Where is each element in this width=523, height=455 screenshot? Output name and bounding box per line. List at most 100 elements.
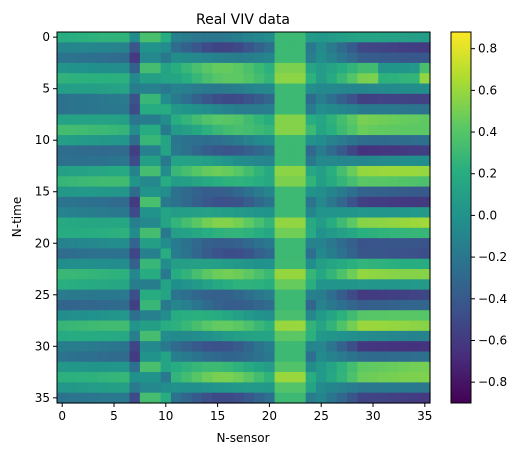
- heatmap-cell: [357, 320, 369, 332]
- heatmap-cell: [409, 186, 421, 198]
- heatmap-cell: [77, 351, 89, 363]
- heatmap-cell: [274, 392, 286, 404]
- heatmap-cell: [388, 299, 400, 311]
- heatmap-cell: [388, 238, 400, 250]
- heatmap-cell: [253, 155, 265, 167]
- heatmap-cell: [274, 372, 286, 383]
- heatmap-cell: [88, 104, 100, 116]
- heatmap-cell: [388, 73, 400, 85]
- heatmap-cell: [233, 93, 245, 105]
- heatmap-cell: [264, 382, 276, 394]
- heatmap-cell: [160, 372, 172, 383]
- heatmap-cell: [305, 83, 317, 95]
- heatmap-cell: [119, 83, 131, 95]
- heatmap-cell: [57, 124, 68, 136]
- heatmap-cell: [77, 42, 89, 54]
- heatmap-cell: [98, 124, 110, 136]
- heatmap-cell: [419, 186, 431, 198]
- heatmap-cell: [191, 330, 203, 342]
- heatmap-cell: [160, 32, 172, 43]
- heatmap-cell: [98, 227, 110, 239]
- heatmap-cell: [88, 42, 100, 54]
- heatmap-cell: [274, 165, 286, 177]
- heatmap-cell: [305, 269, 317, 280]
- heatmap-cell: [170, 310, 182, 322]
- heatmap-cell: [77, 320, 89, 332]
- heatmap-cell: [347, 104, 359, 116]
- heatmap-cell: [77, 176, 89, 188]
- heatmap-cell: [212, 124, 224, 136]
- heatmap-cell: [378, 341, 390, 353]
- heatmap-cell: [139, 341, 151, 353]
- heatmap-cell: [170, 83, 182, 95]
- heatmap-cell: [274, 310, 286, 322]
- heatmap-cell: [67, 104, 79, 116]
- heatmap-cell: [243, 186, 255, 198]
- heatmap-cell: [305, 165, 317, 177]
- y-tick-label: 10: [35, 133, 50, 147]
- heatmap-cell: [243, 310, 255, 322]
- heatmap-cell: [181, 227, 193, 239]
- heatmap-cell: [316, 382, 327, 394]
- heatmap-cell: [264, 42, 276, 54]
- heatmap-cell: [336, 52, 348, 64]
- heatmap-cell: [57, 320, 68, 332]
- heatmap-cell: [316, 93, 327, 105]
- heatmap-cell: [88, 238, 100, 250]
- heatmap-cell: [253, 186, 265, 198]
- heatmap-cell: [305, 52, 317, 64]
- heatmap-cell: [139, 238, 151, 250]
- heatmap-cell: [212, 279, 224, 291]
- heatmap-cell: [170, 341, 182, 353]
- heatmap-cell: [88, 279, 100, 291]
- heatmap-cell: [336, 196, 348, 208]
- heatmap-cell: [398, 227, 410, 239]
- heatmap-cell: [98, 62, 110, 74]
- heatmap-cell: [305, 114, 317, 126]
- heatmap-cell: [419, 73, 431, 85]
- heatmap-cell: [119, 372, 131, 383]
- heatmap-cell: [419, 62, 431, 74]
- colorbar-tick-label: −0.2: [478, 250, 507, 264]
- heatmap-cell: [284, 279, 296, 291]
- heatmap-cell: [170, 155, 182, 167]
- heatmap-cell: [305, 155, 317, 167]
- heatmap-cell: [378, 299, 390, 311]
- heatmap-cell: [129, 258, 141, 270]
- y-tick-label: 30: [35, 339, 50, 353]
- heatmap-cell: [284, 207, 296, 219]
- heatmap-cell: [212, 382, 224, 394]
- heatmap-cell: [326, 145, 338, 157]
- heatmap-cell: [129, 227, 141, 239]
- heatmap-cell: [274, 382, 286, 394]
- heatmap-cell: [139, 279, 151, 291]
- heatmap-cell: [160, 269, 172, 280]
- heatmap-cell: [419, 114, 431, 126]
- heatmap-cell: [419, 176, 431, 188]
- heatmap-cell: [316, 32, 327, 43]
- heatmap-cell: [398, 207, 410, 219]
- heatmap-cell: [160, 93, 172, 105]
- heatmap-cell: [388, 93, 400, 105]
- heatmap-cell: [357, 104, 369, 116]
- heatmap-cell: [139, 299, 151, 311]
- heatmap-cell: [67, 238, 79, 250]
- heatmap-cell: [367, 93, 379, 105]
- heatmap-cell: [222, 269, 234, 280]
- heatmap-cell: [253, 104, 265, 116]
- heatmap-cell: [284, 269, 296, 280]
- heatmap-cell: [409, 279, 421, 291]
- heatmap-cell: [284, 114, 296, 126]
- heatmap-cell: [419, 320, 431, 332]
- heatmap-cell: [419, 124, 431, 136]
- heatmap-cell: [67, 289, 79, 301]
- heatmap-cell: [357, 227, 369, 239]
- heatmap-cell: [357, 330, 369, 342]
- heatmap-cell: [409, 104, 421, 116]
- heatmap-cell: [347, 124, 359, 136]
- heatmap-cell: [108, 196, 120, 208]
- heatmap-cell: [398, 186, 410, 198]
- heatmap-cell: [129, 351, 141, 363]
- heatmap-cell: [243, 392, 255, 404]
